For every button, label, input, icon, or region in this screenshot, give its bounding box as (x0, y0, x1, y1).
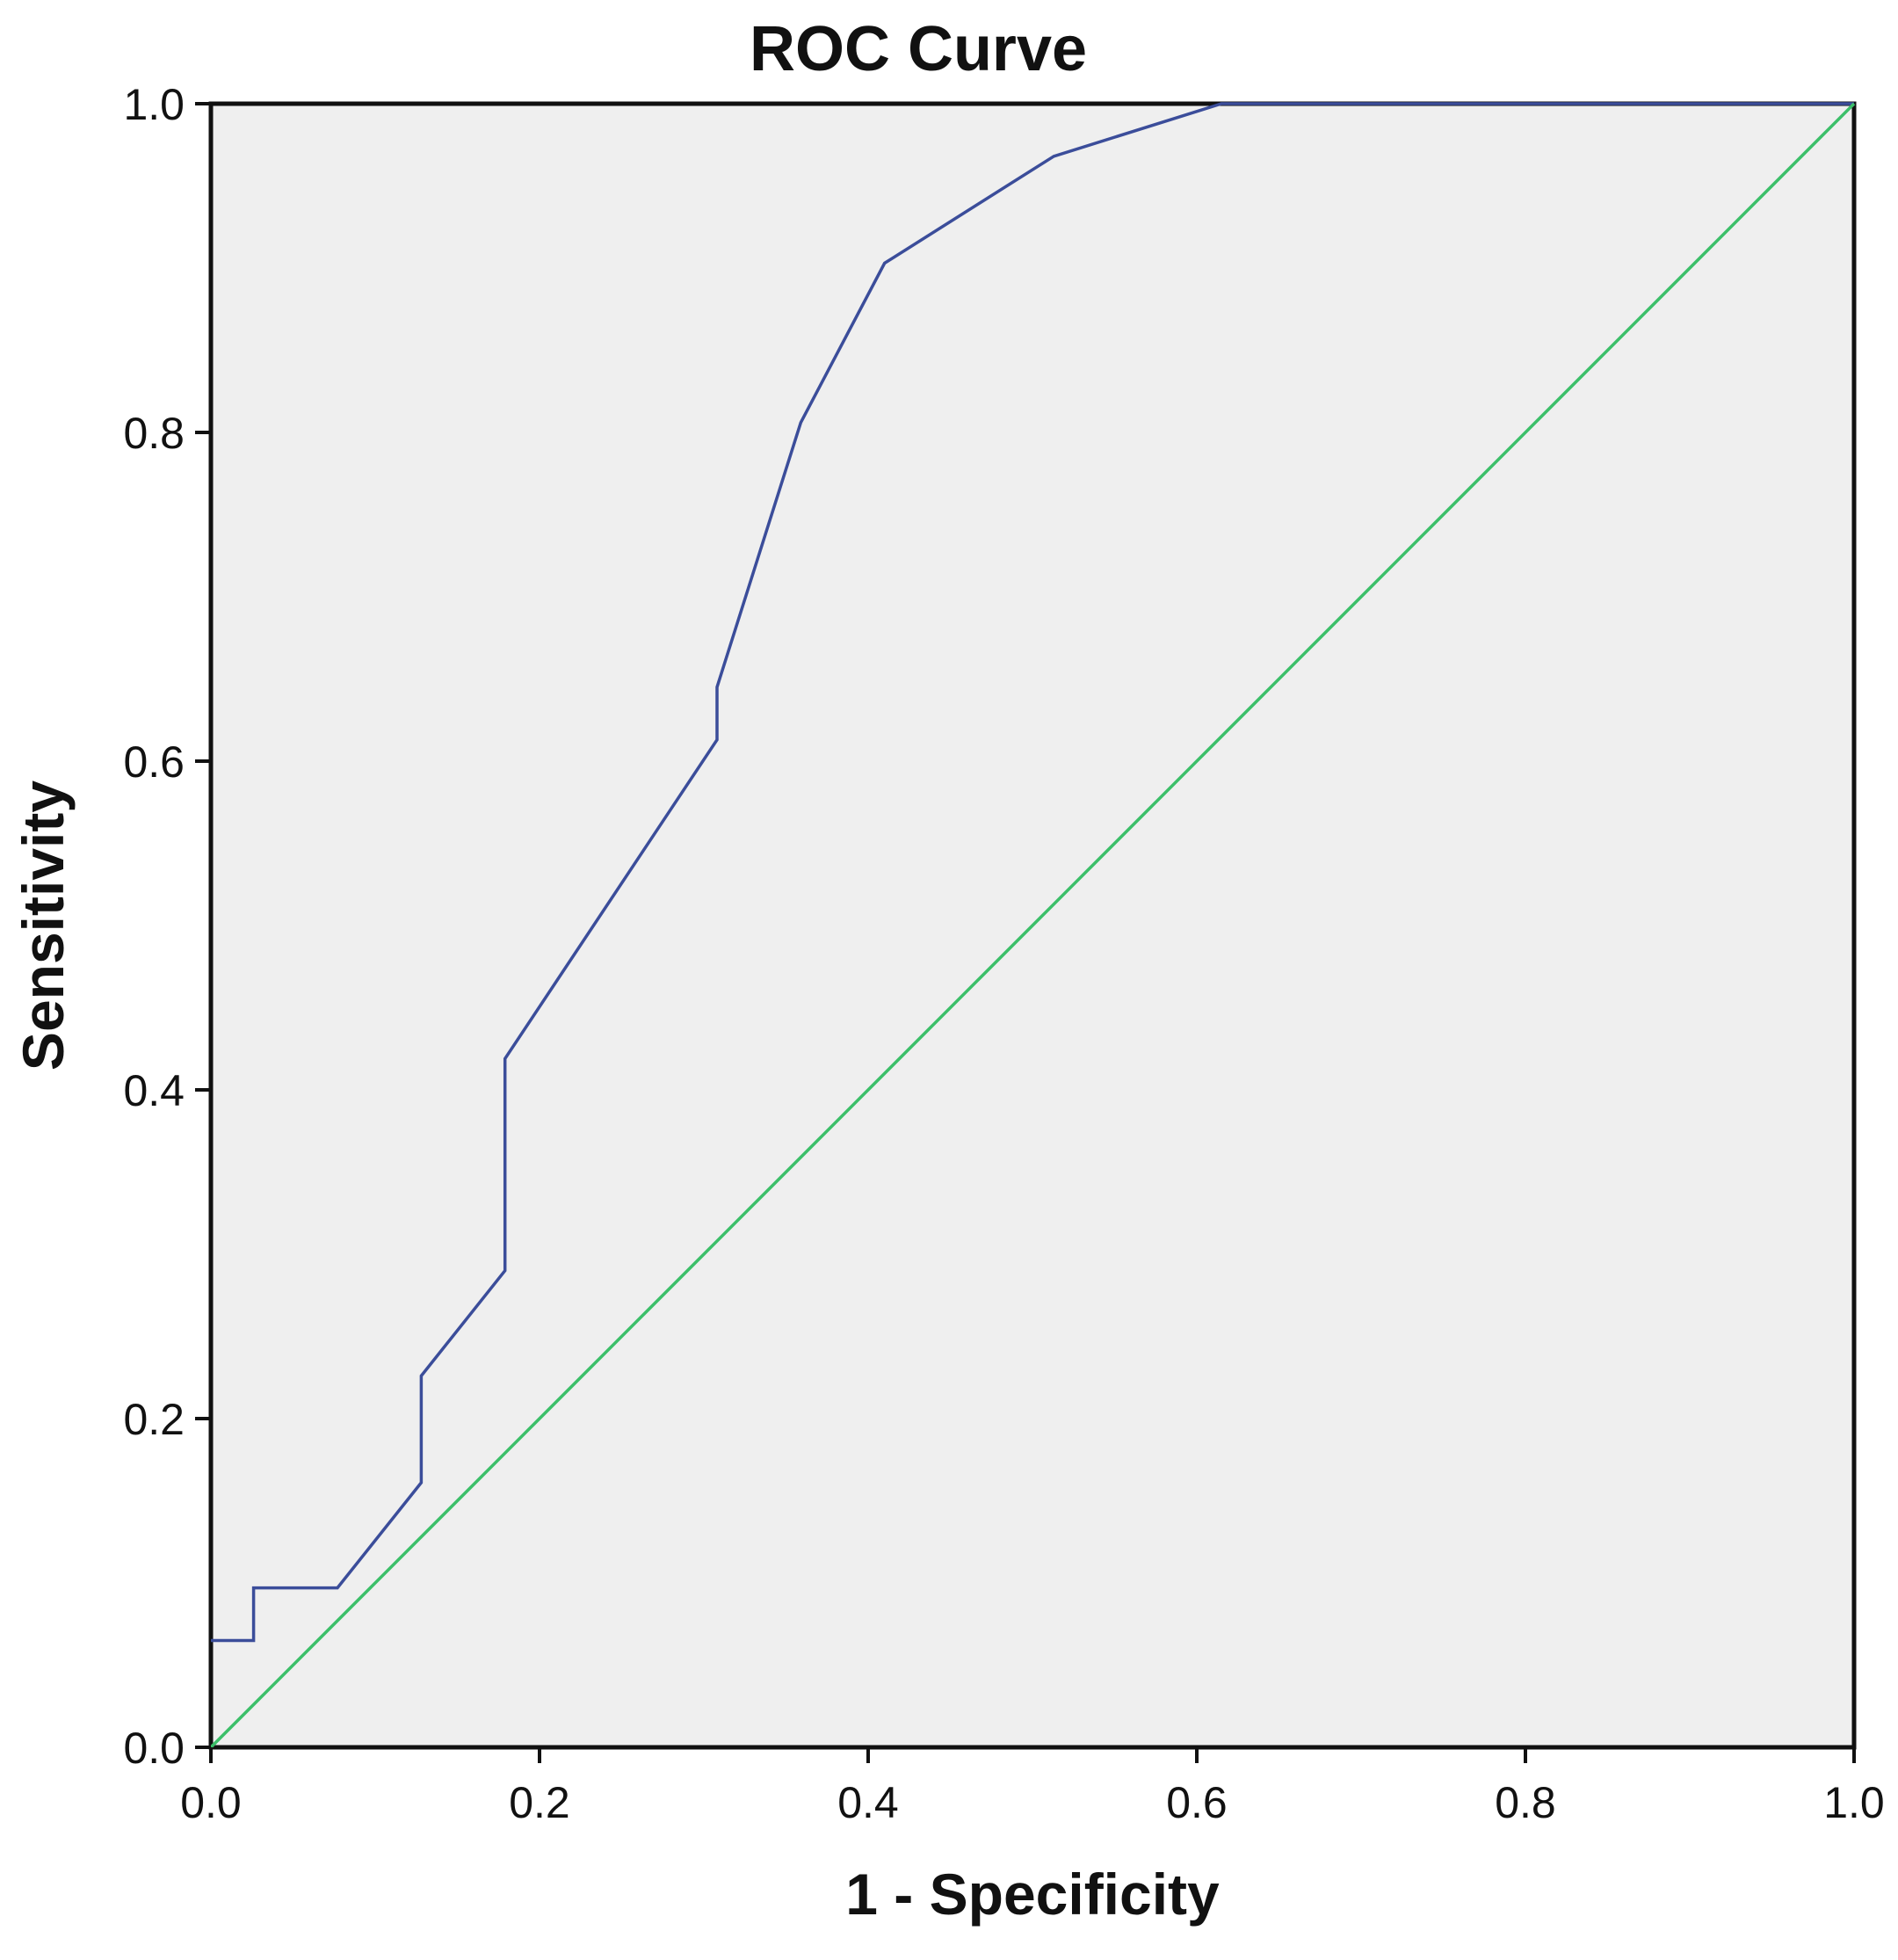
x-tick-label: 0.6 (1166, 1778, 1228, 1827)
x-tick-label: 0.2 (509, 1778, 570, 1827)
y-tick-label: 0.0 (123, 1724, 185, 1773)
y-tick-label: 0.6 (123, 737, 185, 787)
ticks-layer: 0.0 0.2 0.4 0.6 0.8 1.0 0.0 0.2 0.4 0.6 0.8 1.0 (123, 80, 1884, 1827)
x-tick-label: 0.0 (180, 1778, 242, 1827)
x-axis-label: 1 - Specificity (845, 1862, 1220, 1927)
x-tick-label: 1.0 (1823, 1778, 1885, 1827)
y-tick-label: 0.8 (123, 409, 185, 458)
chart-title: ROC Curve (750, 14, 1087, 84)
x-tick-label: 0.4 (837, 1778, 899, 1827)
x-tick-label: 0.8 (1495, 1778, 1556, 1827)
y-tick-label: 1.0 (123, 80, 185, 129)
y-tick-label: 0.4 (123, 1066, 185, 1115)
roc-curve-line (211, 102, 1854, 1643)
y-axis-label: Sensitivity (11, 780, 76, 1071)
y-tick-label: 0.2 (123, 1395, 185, 1444)
series-layer (209, 102, 1856, 1749)
reference-diagonal-line (209, 102, 1856, 1749)
